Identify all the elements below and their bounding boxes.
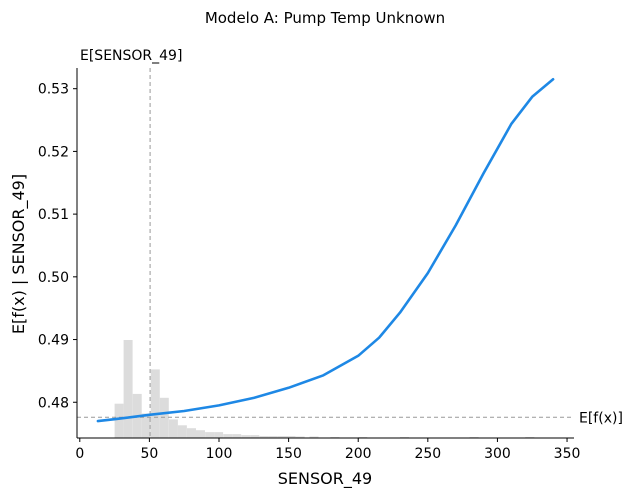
- x-tick-label: 300: [484, 446, 511, 462]
- hist-bar: [232, 434, 242, 438]
- expected-y-label: E[f(x)]: [579, 410, 623, 426]
- x-tick-label: 350: [554, 446, 581, 462]
- hist-bar: [223, 434, 233, 438]
- x-tick-label: 150: [275, 446, 302, 462]
- histogram: [114, 340, 535, 438]
- hist-bar: [196, 430, 205, 438]
- y-tick-label: 0.51: [38, 207, 69, 223]
- x-tick-label: 200: [345, 446, 372, 462]
- x-tick-label: 50: [140, 446, 158, 462]
- x-axis-label: SENSOR_49: [278, 469, 372, 489]
- y-tick-label: 0.52: [38, 144, 69, 160]
- hist-bar: [214, 432, 224, 438]
- reference-lines: E[SENSOR_49] E[f(x)]: [77, 48, 623, 438]
- hist-bar: [187, 428, 196, 438]
- hist-bar: [295, 436, 305, 438]
- hist-bar: [177, 425, 187, 438]
- x-tick-label: 250: [414, 446, 441, 462]
- dependence-line: [96, 78, 555, 423]
- hist-bar: [205, 432, 215, 438]
- hist-bar: [159, 397, 169, 438]
- expected-x-label: E[SENSOR_49]: [80, 48, 182, 64]
- hist-bar: [114, 403, 124, 438]
- hist-bar: [268, 436, 278, 438]
- hist-bar: [141, 413, 151, 438]
- y-axis-label: E[f(x) | SENSOR_49]: [9, 174, 29, 334]
- hist-bar: [286, 436, 296, 438]
- hist-bar: [277, 436, 287, 438]
- hist-bar: [168, 419, 178, 438]
- hist-bar: [309, 436, 319, 438]
- hist-bar: [259, 436, 269, 438]
- hist-bar: [250, 435, 260, 438]
- hist-bar: [241, 435, 251, 438]
- y-tick-label: 0.50: [38, 270, 69, 286]
- y-tick-label: 0.49: [38, 333, 69, 349]
- y-tick-label: 0.53: [38, 82, 69, 98]
- series-line: [96, 78, 555, 423]
- y-tick-label: 0.48: [38, 395, 69, 411]
- x-tick-label: 100: [206, 446, 233, 462]
- axes: 0 50 100 150 200 250 300 350 0.48 0.49 0.50 0.51 0.5…: [38, 68, 581, 462]
- hist-bar: [150, 369, 160, 438]
- chart-title: Modelo A: Pump Temp Unknown: [205, 9, 445, 27]
- hist-bar: [123, 340, 133, 438]
- x-tick-label: 0: [75, 446, 84, 462]
